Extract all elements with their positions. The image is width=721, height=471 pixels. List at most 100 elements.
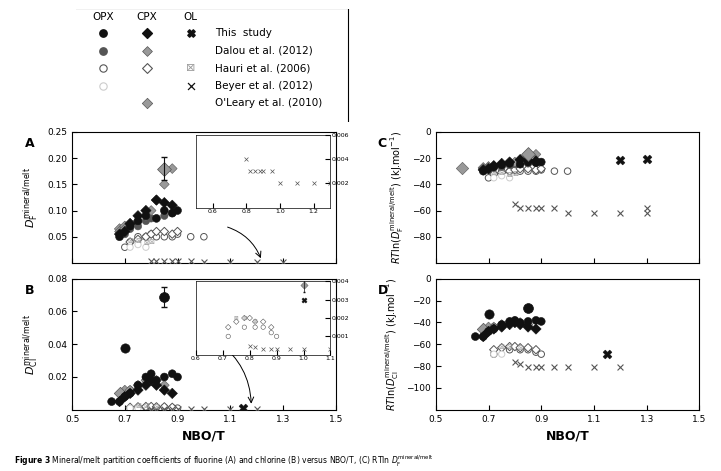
Point bbox=[549, 204, 560, 212]
Y-axis label: $D_{\rm Cl}^{\rm mineral/melt}$: $D_{\rm Cl}^{\rm mineral/melt}$ bbox=[22, 314, 42, 375]
Point bbox=[146, 373, 157, 381]
Point bbox=[132, 382, 143, 389]
Point bbox=[106, 398, 118, 406]
Point bbox=[119, 344, 131, 351]
Point bbox=[141, 47, 153, 55]
Point bbox=[477, 333, 489, 341]
Point bbox=[151, 404, 162, 411]
Text: ⊠: ⊠ bbox=[499, 171, 505, 177]
Point bbox=[159, 207, 170, 214]
Point bbox=[159, 386, 170, 394]
Point bbox=[509, 343, 521, 350]
Point bbox=[522, 346, 534, 353]
Point bbox=[151, 196, 162, 204]
Point bbox=[530, 159, 541, 167]
Point bbox=[488, 171, 500, 178]
Point bbox=[641, 155, 653, 163]
Point bbox=[504, 167, 516, 175]
Point bbox=[536, 204, 547, 212]
X-axis label: NBO/T: NBO/T bbox=[182, 429, 226, 442]
Point bbox=[140, 244, 151, 251]
Point bbox=[469, 333, 481, 341]
Point bbox=[124, 386, 136, 394]
Point bbox=[509, 166, 521, 174]
Point bbox=[124, 238, 136, 246]
Point bbox=[601, 350, 613, 358]
Point bbox=[159, 258, 170, 265]
Point bbox=[509, 358, 521, 365]
Point bbox=[488, 174, 500, 182]
Point bbox=[522, 321, 534, 328]
Point bbox=[114, 390, 125, 397]
Point bbox=[119, 244, 131, 251]
Text: ⊠: ⊠ bbox=[143, 404, 149, 409]
Point bbox=[483, 174, 495, 182]
Point bbox=[509, 317, 521, 325]
Point bbox=[488, 162, 500, 170]
Point bbox=[488, 164, 500, 171]
Point bbox=[172, 405, 183, 412]
Point bbox=[238, 405, 249, 412]
Point bbox=[185, 233, 196, 241]
Point bbox=[477, 167, 489, 175]
Point bbox=[477, 165, 489, 172]
Text: ⊠: ⊠ bbox=[507, 172, 513, 178]
Point bbox=[146, 405, 157, 413]
Point bbox=[251, 196, 262, 204]
Point bbox=[496, 169, 508, 176]
Point bbox=[151, 382, 162, 389]
Point bbox=[140, 217, 151, 225]
Point bbox=[140, 207, 151, 214]
Point bbox=[477, 325, 489, 333]
Point bbox=[132, 217, 143, 225]
Point bbox=[146, 373, 157, 381]
Point bbox=[124, 404, 136, 411]
Point bbox=[496, 323, 508, 331]
Point bbox=[522, 151, 534, 158]
Point bbox=[483, 165, 495, 172]
Point bbox=[522, 304, 534, 312]
Point bbox=[119, 390, 131, 397]
Point bbox=[124, 220, 136, 227]
Point bbox=[562, 210, 573, 217]
Point bbox=[530, 166, 541, 174]
Point bbox=[496, 321, 508, 328]
Point bbox=[132, 236, 143, 243]
Point bbox=[159, 199, 170, 206]
Point bbox=[514, 167, 526, 175]
Point bbox=[151, 403, 162, 411]
Point bbox=[504, 160, 516, 167]
Point bbox=[522, 165, 534, 172]
Point bbox=[477, 164, 489, 171]
Point bbox=[514, 319, 526, 326]
Point bbox=[132, 382, 143, 389]
Text: B: B bbox=[25, 284, 34, 297]
Point bbox=[124, 220, 136, 227]
Point bbox=[140, 382, 151, 389]
Point bbox=[488, 325, 500, 333]
Point bbox=[167, 210, 178, 217]
Point bbox=[124, 386, 136, 394]
Point bbox=[146, 230, 157, 238]
Point bbox=[488, 323, 500, 331]
Text: C: C bbox=[378, 137, 387, 150]
Y-axis label: $RT\ln(D_{\rm Cl}^{\rm mineral/melt})$ (kJ.mol$^{-1}$): $RT\ln(D_{\rm Cl}^{\rm mineral/melt})$ (… bbox=[384, 278, 401, 411]
Point bbox=[509, 158, 521, 166]
Point bbox=[124, 405, 136, 412]
Point bbox=[496, 163, 508, 171]
Point bbox=[141, 30, 153, 37]
Point bbox=[614, 156, 626, 163]
Point bbox=[172, 373, 183, 381]
Point bbox=[140, 233, 151, 241]
Point bbox=[167, 370, 178, 377]
Point bbox=[488, 350, 500, 358]
Point bbox=[530, 157, 541, 164]
Text: O'Leary et al. (2010): O'Leary et al. (2010) bbox=[216, 98, 323, 108]
Point bbox=[522, 204, 534, 212]
Point bbox=[562, 167, 573, 175]
Point bbox=[159, 165, 170, 172]
Point bbox=[496, 161, 508, 169]
Point bbox=[504, 346, 516, 353]
Point bbox=[140, 403, 151, 410]
Point bbox=[114, 228, 125, 236]
